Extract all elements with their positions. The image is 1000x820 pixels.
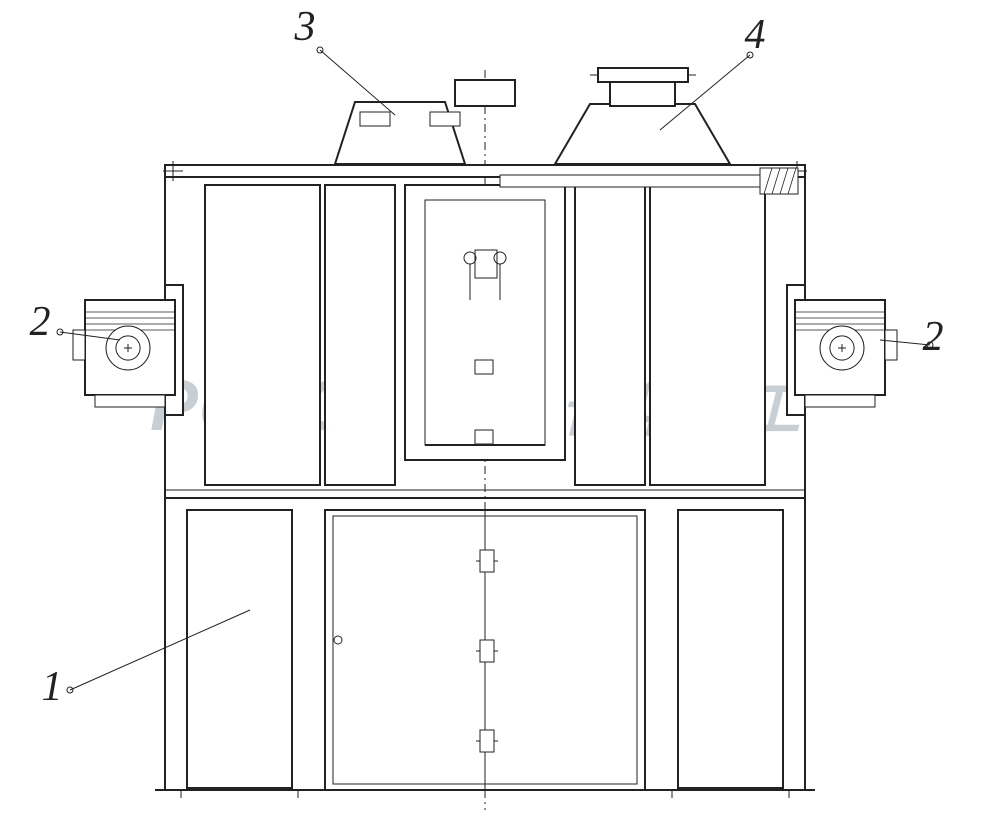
callout-2R: 2 xyxy=(923,314,944,360)
technical-drawing: PUHO普华重工 34221 xyxy=(0,0,1000,820)
callout-1: 1 xyxy=(42,664,63,710)
callout-3: 3 xyxy=(294,4,316,50)
callout-2L: 2 xyxy=(30,299,51,345)
callout-4: 4 xyxy=(745,12,766,58)
